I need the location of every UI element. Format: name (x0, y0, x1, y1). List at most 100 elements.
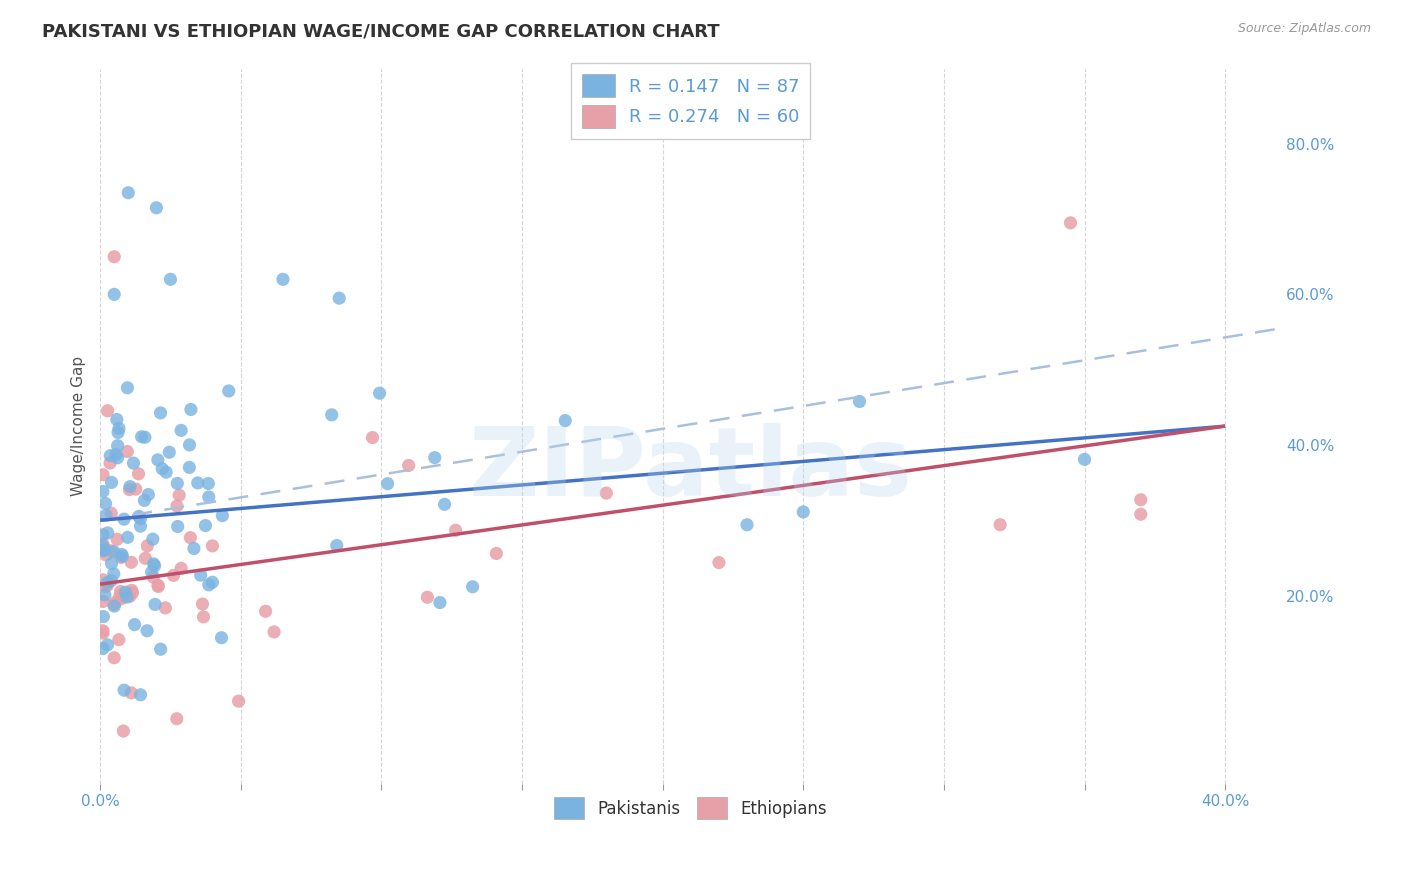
Point (141, 565, 163, 579)
Point (201, 575, 224, 590)
Point (143, 558, 166, 573)
Point (429, 595, 451, 609)
Point (1059, 216, 1081, 230)
Point (157, 445, 180, 459)
Point (100, 557, 122, 571)
Point (91, 540, 114, 554)
Point (377, 476, 399, 491)
Point (187, 475, 209, 490)
Point (191, 597, 214, 611)
Point (103, 250, 125, 264)
Point (201, 539, 224, 553)
Point (218, 384, 240, 398)
Point (107, 632, 129, 647)
Point (112, 724, 135, 739)
Point (134, 430, 156, 444)
Point (129, 511, 152, 525)
Point (114, 585, 136, 599)
Point (707, 556, 730, 570)
Point (433, 497, 456, 511)
Point (271, 272, 294, 286)
Point (1073, 452, 1095, 467)
Y-axis label: Wage/Income Gap: Wage/Income Gap (72, 356, 86, 496)
Point (461, 580, 484, 594)
Point (98, 456, 121, 470)
Point (117, 444, 139, 458)
Point (254, 604, 277, 618)
Point (103, 544, 125, 558)
Point (1129, 492, 1152, 507)
Point (100, 543, 122, 558)
Point (110, 550, 132, 565)
Point (328, 291, 350, 305)
Point (98, 449, 121, 463)
Point (121, 586, 143, 600)
Point (111, 591, 134, 606)
Point (326, 539, 349, 553)
Point (198, 578, 221, 592)
Point (416, 591, 439, 605)
Point (138, 487, 160, 501)
Point (128, 509, 150, 524)
Point (103, 287, 125, 301)
Point (321, 408, 343, 422)
Point (105, 412, 128, 426)
Point (120, 555, 142, 569)
Point (103, 650, 125, 665)
Point (194, 518, 217, 533)
Point (107, 425, 129, 440)
Point (134, 493, 156, 508)
Point (146, 453, 169, 467)
Point (103, 599, 125, 613)
Point (117, 381, 139, 395)
Point (96, 578, 118, 592)
Point (93, 544, 115, 558)
Point (166, 519, 188, 533)
Point (122, 456, 145, 470)
Point (107, 439, 129, 453)
Point (91, 594, 114, 608)
Point (361, 431, 384, 445)
Point (129, 519, 152, 533)
Point (104, 595, 127, 609)
Point (190, 568, 212, 582)
Point (179, 438, 201, 452)
Legend: Pakistanis, Ethiopians: Pakistanis, Ethiopians (547, 790, 834, 825)
Point (166, 476, 188, 491)
Point (100, 475, 122, 490)
Point (96, 575, 118, 590)
Point (134, 551, 156, 566)
Text: Source: ZipAtlas.com: Source: ZipAtlas.com (1237, 22, 1371, 36)
Point (197, 490, 219, 504)
Text: ZIPatlas: ZIPatlas (468, 423, 912, 516)
Point (117, 186, 139, 200)
Point (170, 561, 193, 575)
Point (136, 539, 159, 553)
Point (149, 406, 172, 420)
Point (97, 525, 120, 540)
Point (595, 486, 617, 500)
Point (179, 460, 201, 475)
Point (228, 694, 250, 708)
Point (91, 484, 114, 499)
Point (112, 683, 135, 698)
Point (848, 394, 870, 409)
Point (100, 574, 122, 588)
Point (485, 546, 508, 560)
Point (143, 598, 166, 612)
Point (159, 272, 181, 286)
Point (183, 541, 205, 556)
Point (368, 386, 391, 401)
Point (118, 483, 141, 497)
Point (129, 688, 152, 702)
Point (155, 465, 177, 479)
Point (104, 447, 127, 461)
Point (554, 414, 576, 428)
Text: PAKISTANI VS ETHIOPIAN WAGE/INCOME GAP CORRELATION CHART: PAKISTANI VS ETHIOPIAN WAGE/INCOME GAP C… (42, 22, 720, 40)
Point (120, 686, 142, 700)
Point (91, 528, 114, 542)
Point (988, 517, 1011, 532)
Point (94, 580, 117, 594)
Point (121, 583, 143, 598)
Point (142, 570, 165, 584)
